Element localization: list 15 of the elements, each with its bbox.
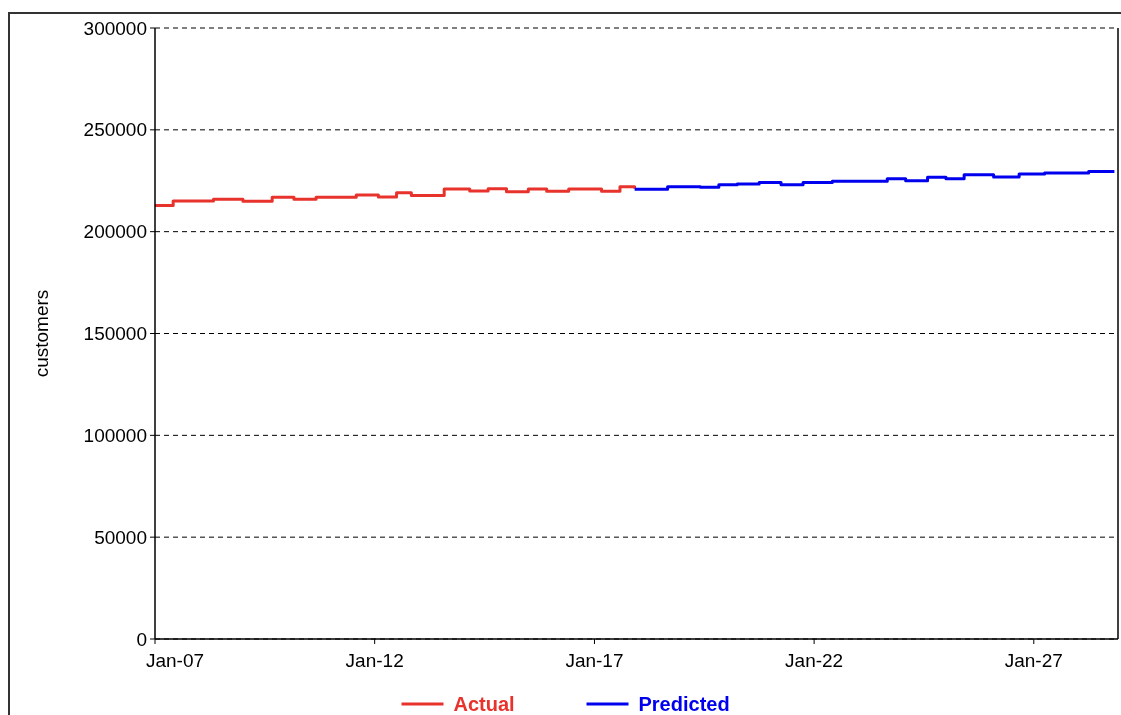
x-tick-label: Jan-17 xyxy=(565,650,624,671)
x-tick-label: Jan-07 xyxy=(145,650,205,671)
y-tick-label: 300000 xyxy=(83,17,147,39)
y-axis-title: customers xyxy=(31,289,52,378)
y-tick-label: 50000 xyxy=(94,526,147,548)
y-tick-label: 150000 xyxy=(83,323,147,345)
x-tick-label: Jan-12 xyxy=(345,650,404,671)
legend-label: Actual xyxy=(453,693,515,715)
x-tick-label: Jan-22 xyxy=(785,650,844,671)
y-tick-label: 200000 xyxy=(83,221,147,243)
y-tick-label: 0 xyxy=(136,628,147,650)
y-tick-label: 100000 xyxy=(83,424,147,446)
x-tick-label: Jan-27 xyxy=(1004,650,1063,671)
legend-label: Predicted xyxy=(638,693,730,715)
y-tick-label: 250000 xyxy=(83,119,147,141)
